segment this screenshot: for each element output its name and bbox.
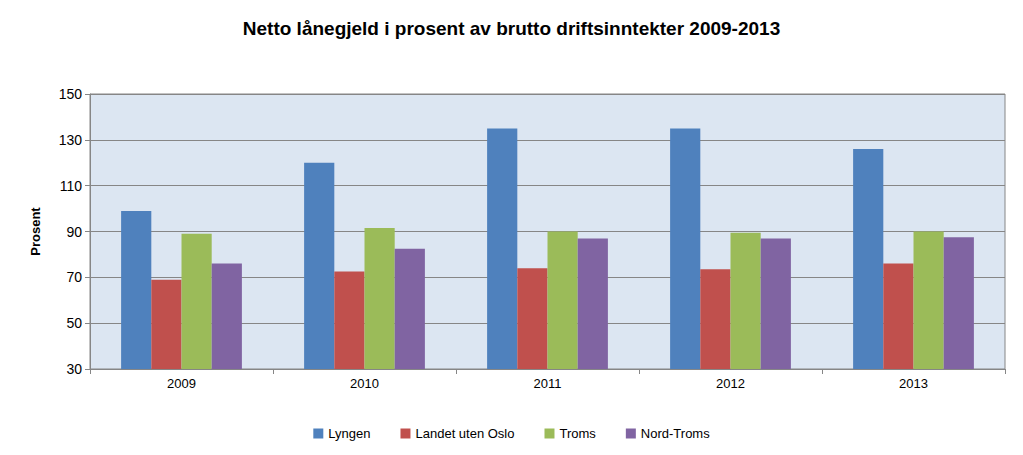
svg-text:70: 70 bbox=[66, 269, 82, 285]
svg-text:2012: 2012 bbox=[716, 376, 745, 391]
svg-text:Troms: Troms bbox=[559, 426, 596, 441]
svg-text:2011: 2011 bbox=[534, 376, 562, 391]
svg-text:150: 150 bbox=[59, 86, 83, 102]
svg-text:Landet uten Oslo: Landet uten Oslo bbox=[415, 426, 514, 441]
svg-text:Lyngen: Lyngen bbox=[328, 426, 370, 441]
svg-text:Nord-Troms: Nord-Troms bbox=[641, 426, 710, 441]
svg-text:30: 30 bbox=[66, 361, 82, 377]
svg-text:50: 50 bbox=[66, 315, 82, 331]
svg-text:90: 90 bbox=[66, 224, 82, 240]
svg-text:2010: 2010 bbox=[350, 376, 379, 391]
svg-text:130: 130 bbox=[59, 132, 83, 148]
svg-text:2009: 2009 bbox=[167, 376, 196, 391]
svg-text:Netto lånegjeld i prosent av b: Netto lånegjeld i prosent av brutto drif… bbox=[243, 18, 780, 39]
svg-text:Prosent: Prosent bbox=[28, 207, 43, 256]
svg-text:2013: 2013 bbox=[899, 376, 928, 391]
svg-text:110: 110 bbox=[60, 178, 83, 194]
